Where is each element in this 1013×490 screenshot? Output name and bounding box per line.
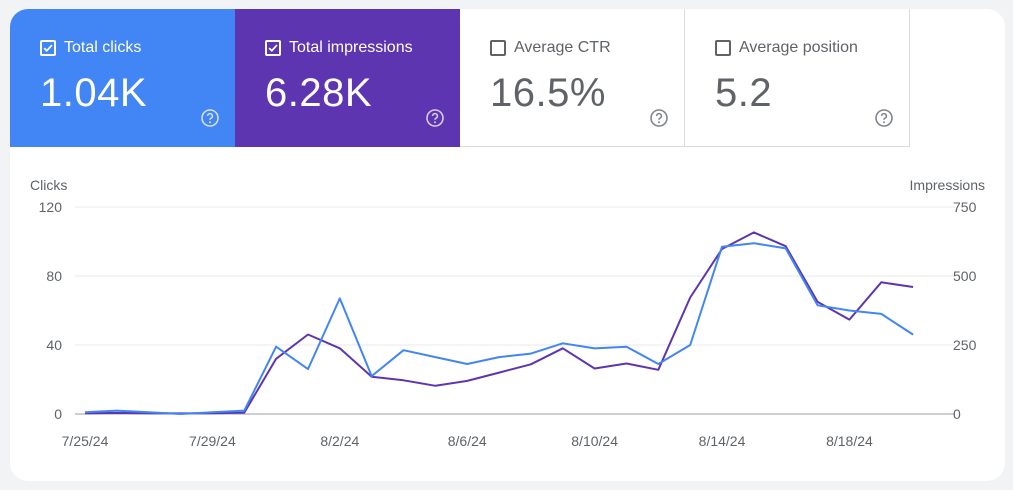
x-tick-label: 7/25/24 <box>62 433 109 449</box>
y-tick-label-right: 500 <box>953 268 977 284</box>
metric-label: Average position <box>739 39 858 56</box>
checkbox-icon[interactable] <box>40 40 56 56</box>
x-tick-label: 8/18/24 <box>826 433 873 449</box>
metric-value: 16.5% <box>490 71 606 115</box>
y-tick-label-right: 750 <box>953 199 977 215</box>
performance-chart: Clicks Impressions 0 0 40 250 80 500 120 750 7/25/… <box>30 177 985 449</box>
series-line-clicks <box>84 242 914 415</box>
checkbox-icon[interactable] <box>715 40 731 56</box>
metric-value: 5.2 <box>715 71 773 115</box>
metric-label: Total clicks <box>64 39 142 56</box>
help-icon[interactable] <box>875 109 893 127</box>
metric-tabs: Total clicks 1.04K Total impressions 6.2… <box>10 9 910 147</box>
x-tick-label: 8/10/24 <box>571 433 618 449</box>
x-tick-label: 8/14/24 <box>699 433 746 449</box>
checkbox-icon[interactable] <box>490 40 506 56</box>
metric-label: Total impressions <box>289 39 413 56</box>
y-tick-label-left: 40 <box>46 337 62 353</box>
checkbox-icon[interactable] <box>265 40 281 56</box>
metric-total-impressions[interactable]: Total impressions 6.28K <box>235 9 460 147</box>
x-tick-label: 8/2/24 <box>320 433 359 449</box>
y-axis-title-left: Clicks <box>30 177 67 193</box>
y-tick-label-right: 0 <box>953 406 961 422</box>
y-tick-label-left: 120 <box>39 199 63 215</box>
metric-total-clicks[interactable]: Total clicks 1.04K <box>10 9 235 147</box>
x-tick-label: 7/29/24 <box>189 433 236 449</box>
y-tick-label-left: 80 <box>46 268 62 284</box>
metric-value: 6.28K <box>265 71 373 115</box>
y-tick-label-right: 250 <box>953 337 977 353</box>
help-icon[interactable] <box>650 109 668 127</box>
metric-label: Average CTR <box>514 39 611 56</box>
help-icon[interactable] <box>426 109 444 127</box>
y-tick-label-left: 0 <box>54 406 62 422</box>
metric-average-position[interactable]: Average position 5.2 <box>685 9 910 147</box>
x-tick-label: 8/6/24 <box>448 433 487 449</box>
series-line-impressions <box>84 231 914 415</box>
performance-card: Total clicks 1.04K Total impressions 6.2… <box>10 9 1005 481</box>
metric-value: 1.04K <box>40 71 148 115</box>
metric-average-ctr[interactable]: Average CTR 16.5% <box>460 9 685 147</box>
y-axis-title-right: Impressions <box>910 177 985 193</box>
help-icon[interactable] <box>201 109 219 127</box>
